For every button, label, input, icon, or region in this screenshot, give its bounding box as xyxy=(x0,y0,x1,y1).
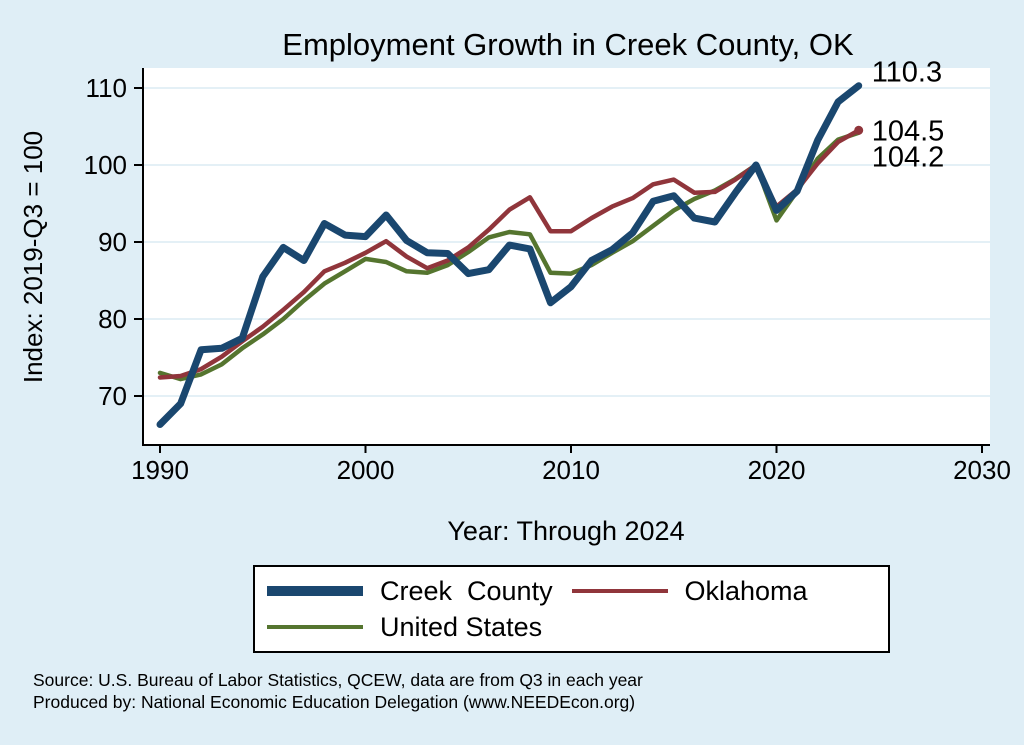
x-tick-label: 2000 xyxy=(337,455,395,485)
end-label: 110.3 xyxy=(872,57,942,89)
series-line-1 xyxy=(157,128,861,380)
x-axis-title: Year: Through 2024 xyxy=(447,516,684,546)
x-tick-label: 2010 xyxy=(542,455,600,485)
produced-by-line: Produced by: National Economic Education… xyxy=(33,692,636,712)
end-label: 104.5 xyxy=(872,115,945,147)
y-tick-label: 110 xyxy=(86,73,127,103)
end-label: 104.2 xyxy=(872,142,945,174)
source-line: Source: U.S. Bureau of Labor Statistics,… xyxy=(33,670,643,690)
x-axis-ticks: 1990 2000 2010 2020 2030 xyxy=(131,445,1011,485)
y-axis-ticks: 70 80 90 100 110 xyxy=(84,73,143,411)
legend-item-oklahoma: Oklahoma xyxy=(571,573,877,609)
creek-county-line-swatch xyxy=(267,586,363,596)
united-states-line-swatch xyxy=(267,624,363,630)
y-axis-title: Index: 2019-Q3 = 100 xyxy=(18,131,48,383)
y-tick-label: 80 xyxy=(98,304,127,334)
plot-area xyxy=(143,68,990,445)
oklahoma-line-swatch xyxy=(571,588,668,594)
series-group xyxy=(156,82,864,428)
chart-legend: Creek County Oklahoma United States xyxy=(253,565,890,653)
legend-label-creek-county: Creek County xyxy=(380,575,553,606)
x-tick-label: 2030 xyxy=(953,455,1011,485)
x-tick-label: 2020 xyxy=(748,455,806,485)
legend-item-creek-county: Creek County xyxy=(267,573,572,609)
x-tick-label: 1990 xyxy=(131,455,189,485)
y-tick-label: 100 xyxy=(84,150,127,180)
legend-label-united-states: United States xyxy=(380,611,543,642)
end-marker xyxy=(854,125,864,135)
legend-item-united-states: United States xyxy=(267,609,572,645)
y-tick-label: 90 xyxy=(98,227,127,257)
chart-title: Employment Growth in Creek County, OK xyxy=(282,27,854,62)
series-line-0 xyxy=(156,82,863,428)
y-tick-label: 70 xyxy=(98,381,127,411)
source-notes: Source: U.S. Bureau of Labor Statistics,… xyxy=(33,669,643,713)
legend-label-oklahoma: Oklahoma xyxy=(684,575,808,606)
